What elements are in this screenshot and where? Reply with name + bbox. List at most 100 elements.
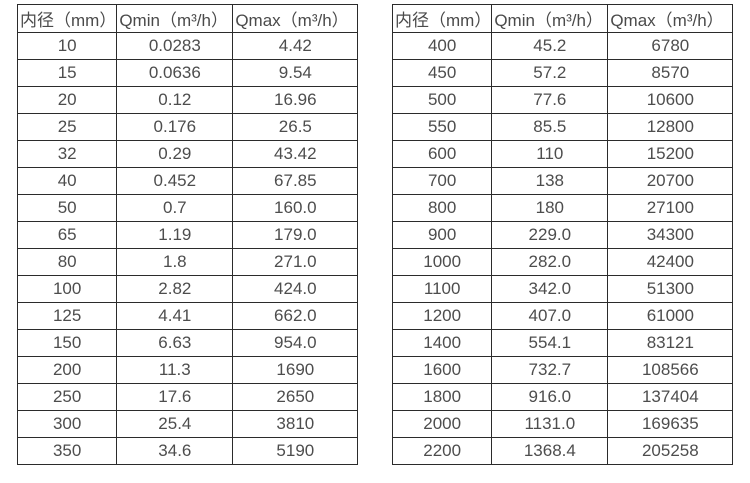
table-cell: 160.0 [232, 194, 359, 222]
table-cell: 0.176 [116, 113, 234, 141]
table-cell: 1.19 [116, 221, 234, 249]
table-cell: 15 [16, 59, 118, 87]
table-row: 350 34.6 5190 [16, 437, 359, 465]
table-cell: 1368.4 [491, 437, 609, 465]
table-cell: 2000 [391, 410, 493, 438]
table-cell: 57.2 [491, 59, 609, 87]
table-cell: 5190 [232, 437, 359, 465]
table-cell: 32 [16, 140, 118, 168]
table-cell: 700 [391, 167, 493, 195]
table-cell: 65 [16, 221, 118, 249]
table-cell: 85.5 [491, 113, 609, 141]
table-cell: 271.0 [232, 248, 359, 276]
table-cell: 12800 [607, 113, 734, 141]
table-cell: 500 [391, 86, 493, 114]
table-cell: 342.0 [491, 275, 609, 303]
column-header: 内径（mm） [391, 4, 493, 33]
table-cell: 100 [16, 275, 118, 303]
table-cell: 138 [491, 167, 609, 195]
table-row: 600 110 15200 [391, 140, 734, 168]
table-row: 1400 554.1 83121 [391, 329, 734, 357]
table-row: 15 0.0636 9.54 [16, 59, 359, 87]
table-cell: 954.0 [232, 329, 359, 357]
table-cell: 600 [391, 140, 493, 168]
table-cell: 1100 [391, 275, 493, 303]
table-cell: 137404 [607, 383, 734, 411]
table-cell: 179.0 [232, 221, 359, 249]
table-cell: 169635 [607, 410, 734, 438]
table-cell: 800 [391, 194, 493, 222]
column-header: 内径（mm） [16, 4, 118, 33]
table-cell: 300 [16, 410, 118, 438]
table-cell: 1600 [391, 356, 493, 384]
table-row: 1000 282.0 42400 [391, 248, 734, 276]
table-row: 150 6.63 954.0 [16, 329, 359, 357]
table-row: 65 1.19 179.0 [16, 221, 359, 249]
table-cell: 45.2 [491, 32, 609, 60]
table-cell: 11.3 [116, 356, 234, 384]
table-row: 1800 916.0 137404 [391, 383, 734, 411]
table-cell: 229.0 [491, 221, 609, 249]
flow-table-large-diameters: 内径（mm） Qmin（m³/h） Qmax（m³/h） 400 45.2 6780 450… [391, 4, 734, 465]
table-cell: 61000 [607, 302, 734, 330]
table-cell: 50 [16, 194, 118, 222]
table-row: 1600 732.7 108566 [391, 356, 734, 384]
table-row: 500 77.6 10600 [391, 86, 734, 114]
table-cell: 16.96 [232, 86, 359, 114]
table-row: 300 25.4 3810 [16, 410, 359, 438]
table-cell: 282.0 [491, 248, 609, 276]
table-cell: 42400 [607, 248, 734, 276]
column-header: Qmin（m³/h） [116, 4, 234, 33]
header-row: 内径（mm） Qmin（m³/h） Qmax（m³/h） [16, 4, 359, 33]
table-cell: 0.0636 [116, 59, 234, 87]
table-row: 32 0.29 43.42 [16, 140, 359, 168]
table-cell: 6.63 [116, 329, 234, 357]
column-header: Qmax（m³/h） [607, 4, 734, 33]
table-cell: 67.85 [232, 167, 359, 195]
table-row: 40 0.452 67.85 [16, 167, 359, 195]
table-cell: 1400 [391, 329, 493, 357]
table-row: 10 0.0283 4.42 [16, 32, 359, 60]
table-cell: 200 [16, 356, 118, 384]
table-row: 2000 1131.0 169635 [391, 410, 734, 438]
table-cell: 8570 [607, 59, 734, 87]
table-cell: 17.6 [116, 383, 234, 411]
table-cell: 25 [16, 113, 118, 141]
table-cell: 108566 [607, 356, 734, 384]
table-cell: 83121 [607, 329, 734, 357]
table-row: 1100 342.0 51300 [391, 275, 734, 303]
table-cell: 0.12 [116, 86, 234, 114]
table-row: 250 17.6 2650 [16, 383, 359, 411]
table-cell: 0.452 [116, 167, 234, 195]
table-cell: 9.54 [232, 59, 359, 87]
table-cell: 900 [391, 221, 493, 249]
table-cell: 10600 [607, 86, 734, 114]
table-row: 125 4.41 662.0 [16, 302, 359, 330]
table-cell: 26.5 [232, 113, 359, 141]
table-row: 50 0.7 160.0 [16, 194, 359, 222]
table-cell: 2650 [232, 383, 359, 411]
table-cell: 25.4 [116, 410, 234, 438]
table-row: 400 45.2 6780 [391, 32, 734, 60]
table-cell: 1.8 [116, 248, 234, 276]
table-cell: 43.42 [232, 140, 359, 168]
table-cell: 20700 [607, 167, 734, 195]
table-row: 1200 407.0 61000 [391, 302, 734, 330]
table-cell: 20 [16, 86, 118, 114]
table-row: 25 0.176 26.5 [16, 113, 359, 141]
table-cell: 10 [16, 32, 118, 60]
table-cell: 27100 [607, 194, 734, 222]
table-cell: 4.41 [116, 302, 234, 330]
table-cell: 51300 [607, 275, 734, 303]
table-cell: 350 [16, 437, 118, 465]
table-cell: 554.1 [491, 329, 609, 357]
table-cell: 15200 [607, 140, 734, 168]
table-cell: 407.0 [491, 302, 609, 330]
table-cell: 916.0 [491, 383, 609, 411]
table-cell: 0.0283 [116, 32, 234, 60]
table-cell: 150 [16, 329, 118, 357]
table-cell: 662.0 [232, 302, 359, 330]
table-row: 550 85.5 12800 [391, 113, 734, 141]
column-header: Qmin（m³/h） [491, 4, 609, 33]
